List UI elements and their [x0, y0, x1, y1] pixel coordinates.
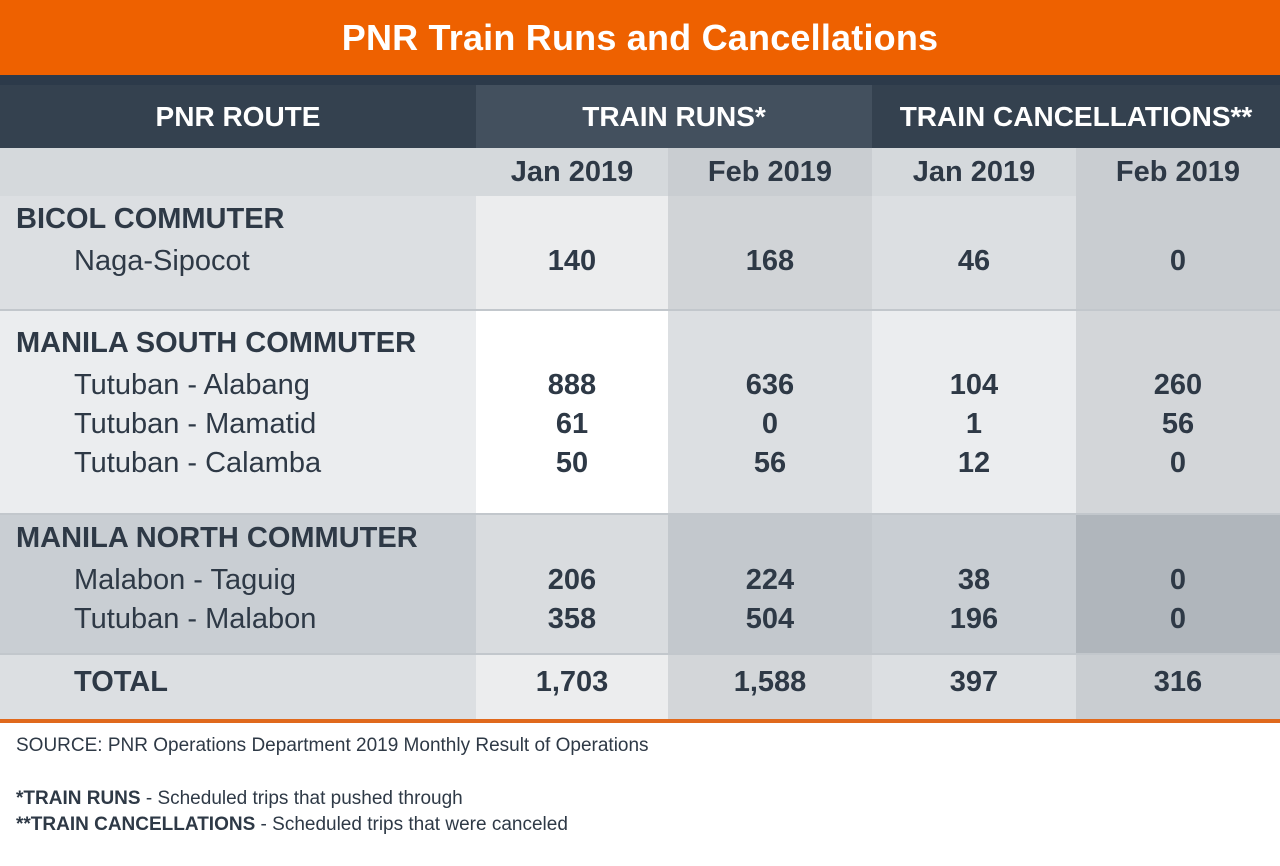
band-0-col-3-bg — [1076, 148, 1280, 196]
table-cell-value: 636 — [745, 369, 795, 401]
month-header: Jan 2019 — [912, 155, 1036, 188]
footnote-train-cancellations: **TRAIN CANCELLATIONS - Scheduled trips … — [16, 814, 568, 836]
page-title: PNR Train Runs and Cancellations — [341, 16, 939, 58]
table-cell-value: 260 — [1153, 369, 1203, 401]
band-2-col-3-bg — [1076, 310, 1280, 514]
band-4-col-3-bg — [1076, 654, 1280, 719]
band-3-col-0-bg — [476, 514, 668, 654]
header-route: PNR ROUTE — [0, 85, 476, 148]
table-cell-value: 56 — [1161, 408, 1195, 440]
table-cell-value: 504 — [745, 603, 795, 635]
route-name: Tutuban - Alabang — [74, 369, 310, 401]
band-1-route-bg — [0, 196, 476, 310]
band-0-col-0-bg — [476, 148, 668, 196]
route-name: Tutuban - Malabon — [74, 603, 317, 635]
footnote-train-cancellations-term: **TRAIN CANCELLATIONS — [16, 814, 256, 835]
section-title: MANILA SOUTH COMMUTER — [16, 327, 417, 359]
table-cell-value: 0 — [761, 408, 779, 440]
band-4-col-1-bg — [668, 654, 872, 719]
title-divider — [0, 75, 1280, 85]
table-cell-value: 196 — [949, 603, 999, 635]
band-4-col-0-bg — [476, 654, 668, 719]
header-train-runs: TRAIN RUNS* — [476, 85, 872, 148]
total-value: 1,588 — [733, 666, 807, 698]
title-bar: PNR Train Runs and Cancellations — [0, 0, 1280, 75]
band-4-col-2-bg — [872, 654, 1076, 719]
route-name: Tutuban - Calamba — [74, 447, 322, 479]
band-3-col-3-bg — [1076, 514, 1280, 654]
band-1-col-2-bg — [872, 196, 1076, 310]
band-3-col-2-bg — [872, 514, 1076, 654]
row-separator — [0, 653, 1280, 655]
band-2-col-1-bg — [668, 310, 872, 514]
table-cell-value: 46 — [957, 245, 991, 277]
table-cell-value: 61 — [555, 408, 589, 440]
table-bottom-divider — [0, 719, 1280, 723]
table-cell-value: 358 — [547, 603, 597, 635]
table-cell-value: 1 — [965, 408, 983, 440]
month-header: Feb 2019 — [707, 155, 833, 188]
route-name: Naga-Sipocot — [74, 245, 250, 277]
band-3-col-1-bg — [668, 514, 872, 654]
table-cell-value: 0 — [1169, 245, 1187, 277]
footnote-train-runs-text: - Scheduled trips that pushed through — [140, 788, 463, 809]
band-2-col-0-bg — [476, 310, 668, 514]
row-separator — [0, 513, 1280, 515]
footnote-train-runs: *TRAIN RUNS - Scheduled trips that pushe… — [16, 788, 463, 810]
footnote-train-cancellations-text: - Scheduled trips that were canceled — [255, 814, 568, 835]
table-cell-value: 0 — [1169, 447, 1187, 479]
table-cell-value: 224 — [745, 564, 795, 596]
band-0-col-1-bg — [668, 148, 872, 196]
band-2-route-bg — [0, 310, 476, 514]
table-cell-value: 12 — [957, 447, 991, 479]
total-value: 397 — [949, 666, 999, 698]
table-cell-value: 168 — [745, 245, 795, 277]
band-0-route-bg — [0, 148, 476, 196]
table-cell-value: 38 — [957, 564, 991, 596]
footnote-train-runs-term: *TRAIN RUNS — [16, 788, 141, 809]
month-header: Jan 2019 — [510, 155, 634, 188]
total-label: TOTAL — [74, 666, 168, 698]
table-cell-value: 888 — [547, 369, 597, 401]
band-1-col-3-bg — [1076, 196, 1280, 310]
band-1-col-1-bg — [668, 196, 872, 310]
band-1-col-0-bg — [476, 196, 668, 310]
table-cell-value: 50 — [555, 447, 589, 479]
section-title: MANILA NORTH COMMUTER — [16, 522, 418, 554]
table-cell-value: 140 — [547, 245, 597, 277]
table-cell-value: 56 — [753, 447, 787, 479]
band-4-route-bg — [0, 654, 476, 719]
total-value: 316 — [1153, 666, 1203, 698]
source-note: SOURCE: PNR Operations Department 2019 M… — [16, 735, 649, 756]
table-cell-value: 104 — [949, 369, 999, 401]
band-2-col-2-bg — [872, 310, 1076, 514]
month-header: Feb 2019 — [1115, 155, 1241, 188]
header-train-cancellations: TRAIN CANCELLATIONS** — [872, 85, 1280, 148]
table-cell-value: 0 — [1169, 603, 1187, 635]
route-name: Malabon - Taguig — [74, 564, 296, 596]
route-name: Tutuban - Mamatid — [74, 408, 317, 440]
total-value: 1,703 — [535, 666, 609, 698]
section-title: BICOL COMMUTER — [16, 203, 285, 235]
row-separator — [0, 309, 1280, 311]
band-3-route-bg — [0, 514, 476, 654]
table-cell-value: 0 — [1169, 564, 1187, 596]
table-cell-value: 206 — [547, 564, 597, 596]
band-0-col-2-bg — [872, 148, 1076, 196]
